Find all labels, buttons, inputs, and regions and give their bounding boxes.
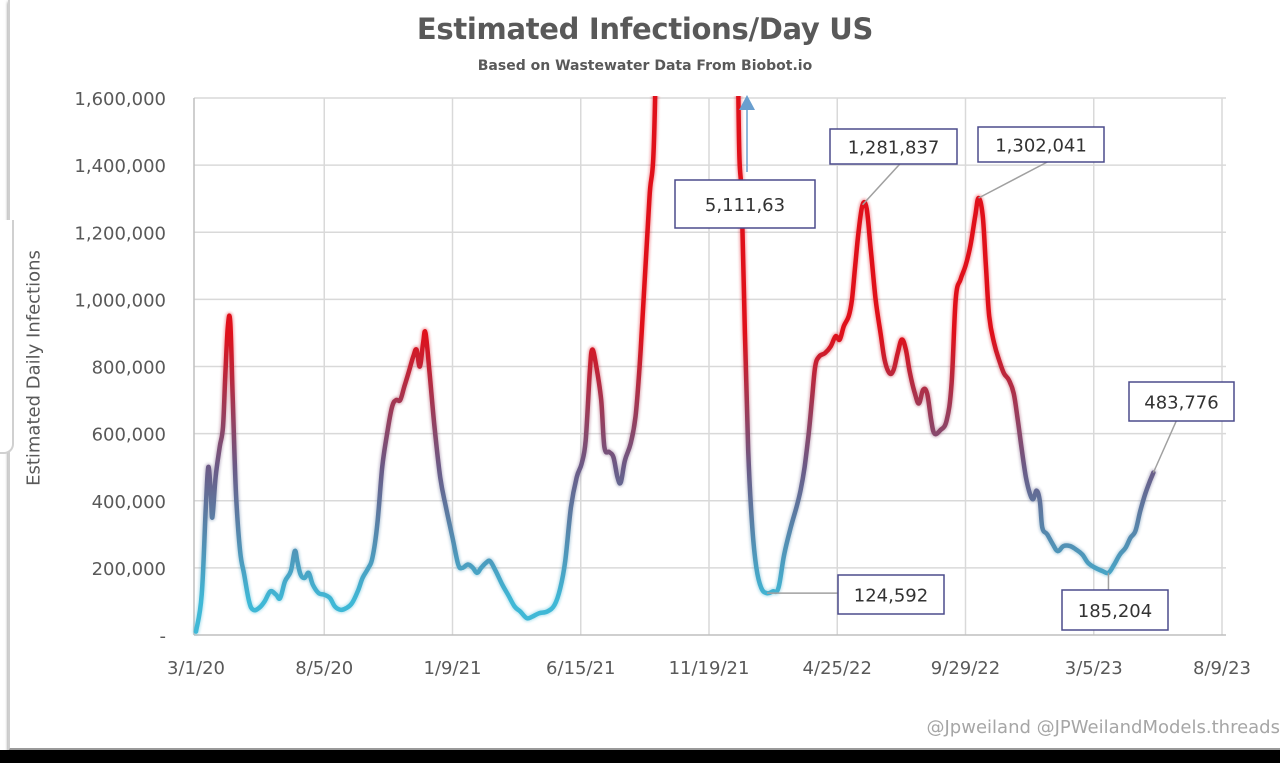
y-tick-label: 1,200,000 [74, 223, 166, 244]
callout-box [674, 179, 816, 229]
x-tick-label: 3/5/23 [1065, 658, 1123, 679]
x-tick-label: 8/5/20 [295, 658, 353, 679]
leader-line [978, 161, 1048, 199]
y-tick-label: 400,000 [92, 492, 166, 513]
x-tick-label: 6/15/21 [546, 658, 615, 679]
callout-label: 124,592 [854, 586, 928, 607]
y-ticks: - 200,000 400,000 600,000 800,000 1,000,000 1,… [74, 89, 166, 647]
leader-line [1152, 420, 1177, 473]
axes [193, 98, 1226, 636]
series-line [193, 96, 1156, 634]
data-callout: 5,111,63 [674, 95, 816, 229]
bottom-bar [0, 750, 1280, 763]
data-callout: 185,204 [1061, 572, 1169, 631]
x-tick-label: 11/19/21 [669, 658, 750, 679]
series-line-glow [192, 96, 1157, 636]
callout-box [1061, 589, 1169, 631]
callout-label: 483,776 [1144, 393, 1218, 414]
callout-label: 5,111,63 [705, 195, 785, 216]
y-tick-label: 800,000 [92, 358, 166, 379]
x-tick-label: 3/1/20 [167, 658, 225, 679]
x-tick-label: 9/29/22 [931, 658, 1000, 679]
side-panel-tab[interactable] [0, 220, 14, 454]
x-tick-label: 1/9/21 [424, 658, 482, 679]
y-tick-label: 600,000 [92, 425, 166, 446]
data-callout: 483,776 [1128, 381, 1235, 473]
data-callout: 124,592 [766, 574, 945, 615]
data-callout: 1,302,041 [977, 126, 1105, 199]
callout-box [829, 128, 958, 165]
watermark: @Jpweiland @JPWeilandModels.threads [926, 717, 1280, 738]
chart-subtitle: Based on Wastewater Data From Biobot.io [477, 58, 813, 74]
grid [194, 97, 1226, 635]
y-tick-label: - [160, 626, 167, 647]
callout-box [977, 126, 1105, 163]
callout-box [1128, 381, 1235, 422]
y-tick-label: 1,600,000 [74, 89, 166, 110]
data-callout: 1,281,837 [829, 128, 958, 206]
callout-box [837, 574, 945, 615]
chart-title: Estimated Infections/Day US [416, 12, 874, 46]
x-tick-label: 4/25/22 [803, 658, 872, 679]
y-tick-label: 1,000,000 [74, 290, 166, 311]
x-tick-label: 8/9/23 [1193, 658, 1251, 679]
callout-label: 1,281,837 [848, 138, 940, 159]
annotations: 5,111,63 1,281,837 1,302,041 124,592 185,204… [674, 95, 1235, 631]
y-tick-label: 200,000 [92, 559, 166, 580]
y-tick-label: 1,400,000 [74, 156, 166, 177]
up-arrow-icon [739, 95, 755, 110]
callout-label: 1,302,041 [995, 136, 1087, 157]
x-ticks: 3/1/20 8/5/20 1/9/21 6/15/21 11/19/21 4/25/22… [167, 658, 1251, 679]
callout-label: 185,204 [1078, 601, 1152, 622]
leader-line [862, 163, 901, 206]
